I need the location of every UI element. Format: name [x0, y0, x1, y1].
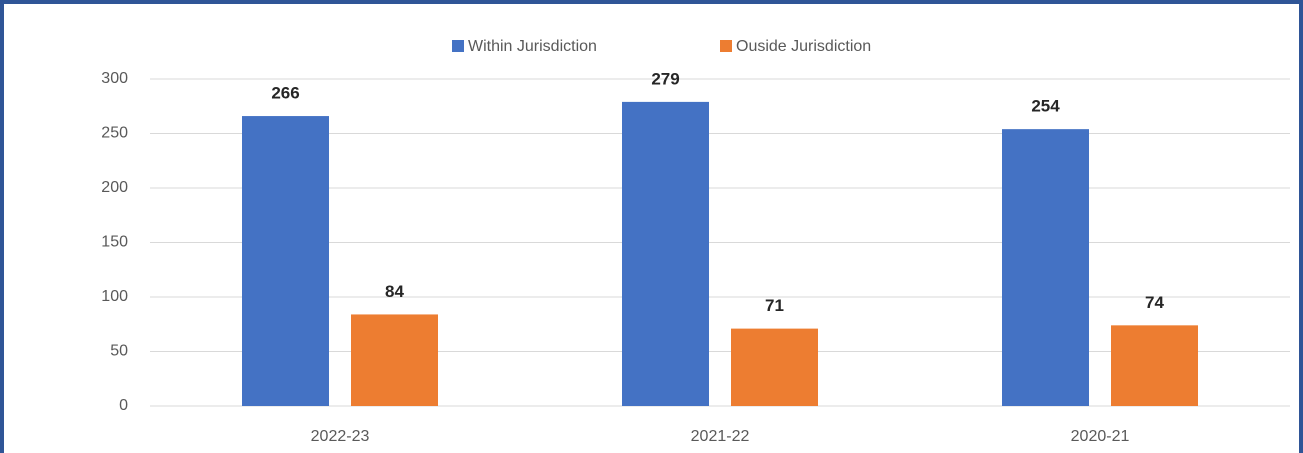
y-tick-label: 100	[101, 288, 128, 305]
bar	[1002, 129, 1089, 406]
y-tick-label: 0	[119, 397, 128, 414]
x-tick-label: 2022-23	[311, 428, 370, 445]
bar	[242, 116, 329, 406]
value-label: 71	[765, 296, 784, 315]
value-label: 74	[1145, 293, 1164, 312]
legend-label: Ouside Jurisdiction	[736, 38, 871, 55]
bar	[622, 101, 709, 406]
y-tick-label: 50	[110, 343, 128, 360]
legend-label: Within Jurisdiction	[468, 38, 597, 55]
legend-swatch	[720, 40, 732, 52]
y-tick-label: 200	[101, 179, 128, 196]
x-tick-label: 2021-22	[691, 428, 750, 445]
y-tick-label: 250	[101, 125, 128, 142]
y-tick-label: 150	[101, 234, 128, 251]
bar	[351, 314, 438, 406]
y-tick-label: 300	[101, 70, 128, 87]
value-label: 279	[651, 69, 679, 88]
x-tick-label: 2020-21	[1071, 428, 1130, 445]
bar	[731, 328, 818, 406]
value-label: 84	[385, 282, 404, 301]
value-label: 254	[1031, 97, 1060, 116]
bar	[1111, 325, 1198, 406]
legend-swatch	[452, 40, 464, 52]
value-label: 266	[271, 84, 299, 103]
